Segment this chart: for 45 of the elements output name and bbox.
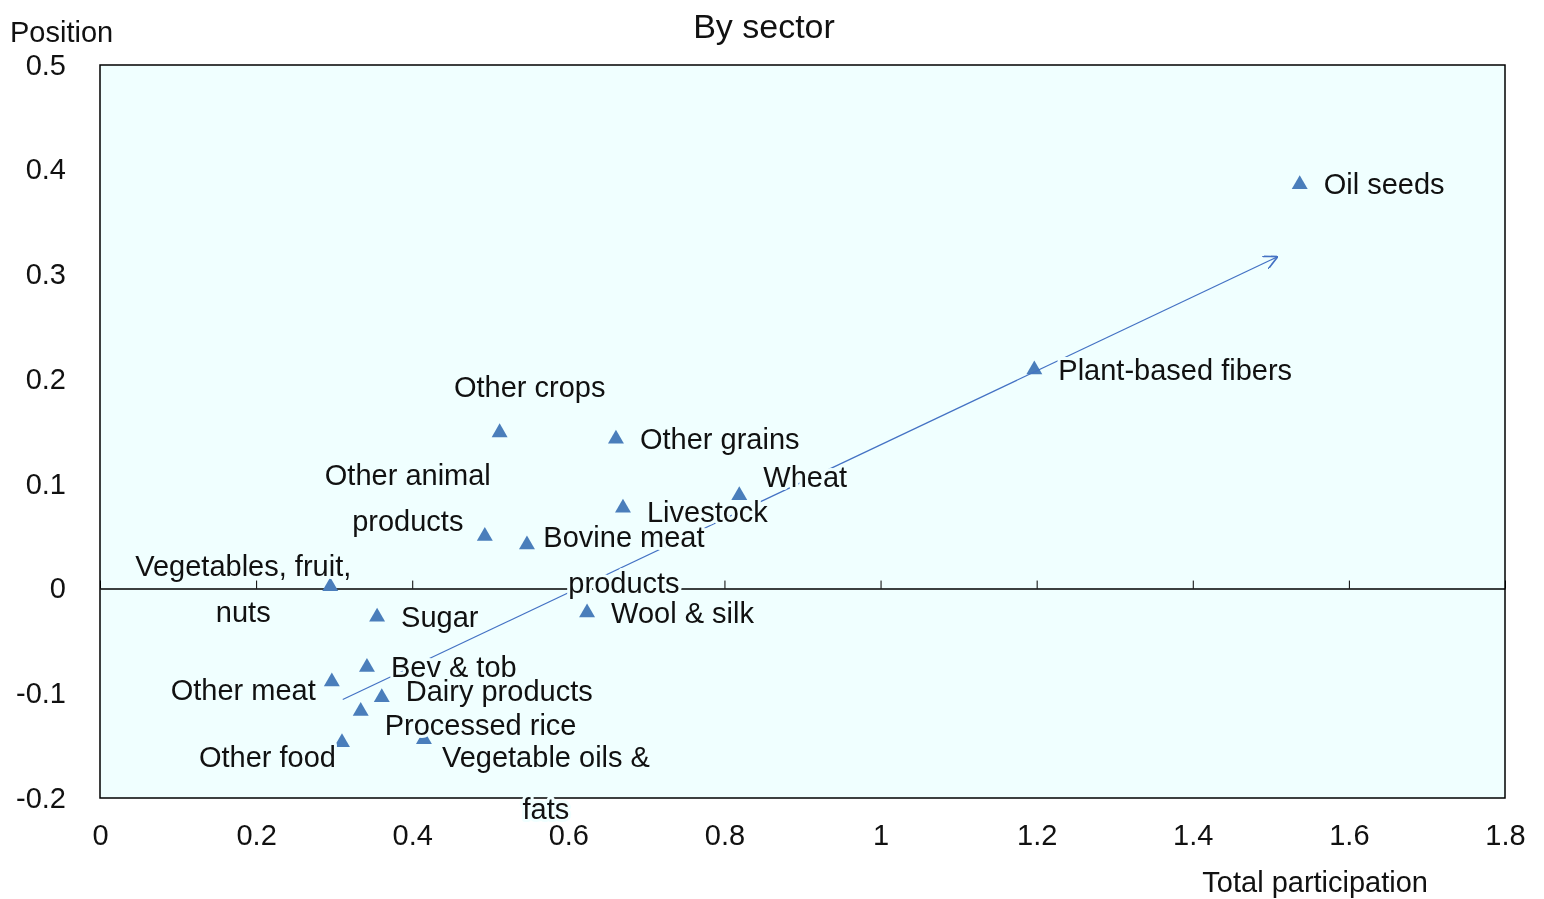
point (323, 672, 340, 687)
y-tick-label: 0.3 (25, 258, 66, 291)
annotation: Sugar (401, 600, 479, 633)
x-tick-label: 1.6 (1329, 818, 1370, 851)
annotation: Wool & silk (611, 596, 755, 629)
y-tick-label: -0.2 (16, 781, 66, 814)
x-axis-title: Total participation (1202, 866, 1428, 898)
x-tick-label: 0.2 (236, 818, 277, 851)
annotation: Other animal products (324, 459, 491, 538)
point (352, 701, 369, 716)
x-tick-label: 0.8 (704, 818, 746, 851)
point (579, 603, 596, 618)
y-tick-label: -0.1 (16, 677, 66, 710)
y-axis-title: Position (10, 16, 114, 48)
point (731, 486, 748, 500)
x-tick-label: 1.8 (1485, 818, 1526, 851)
y-tick-label: 0.5 (25, 48, 66, 81)
point (607, 429, 624, 444)
x-tick-label: 0 (92, 818, 109, 851)
point (615, 498, 631, 513)
annotation: Other food (198, 740, 336, 773)
point (1291, 175, 1308, 189)
chart-title: By sector (693, 7, 835, 45)
x-tick-label: 1.2 (1017, 818, 1058, 851)
annotation: Processed rice (384, 709, 577, 742)
annotation: Plant-based fibers (1058, 353, 1293, 386)
point (491, 423, 508, 438)
y-tick-label: 0.4 (25, 153, 66, 186)
point (373, 688, 390, 703)
y-tick-label: 0.1 (25, 467, 66, 500)
point (476, 527, 493, 541)
point (369, 607, 386, 622)
point (334, 733, 350, 748)
y-tick-label: 0.2 (25, 362, 66, 395)
annotation: Other meat (170, 673, 316, 706)
point (358, 657, 375, 672)
point (518, 535, 535, 550)
annotation: Oil seeds (1323, 168, 1445, 201)
x-tick-label: 1.4 (1173, 818, 1214, 851)
annotation: Vegetables, fruit, nuts (135, 550, 352, 629)
x-tick-label: 0.4 (392, 818, 433, 851)
y-tick-label: 0 (49, 572, 66, 605)
annotation: Other crops (453, 370, 606, 403)
annotation: Other grains (639, 422, 800, 455)
x-tick-label: 1 (872, 818, 890, 851)
